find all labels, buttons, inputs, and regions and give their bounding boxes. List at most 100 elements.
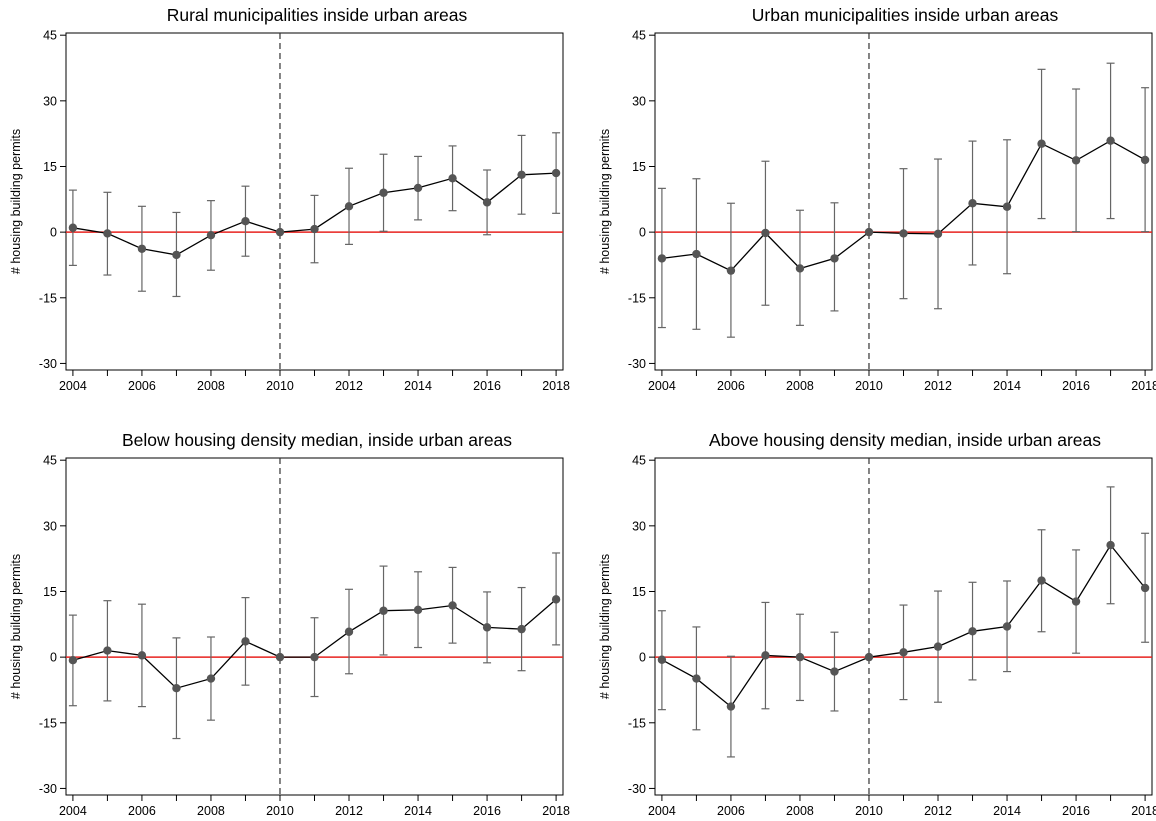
data-point (726, 702, 736, 711)
x-tick-label: 2004 (648, 804, 676, 818)
y-tick-label: 30 (632, 519, 646, 533)
y-tick-label: 0 (639, 651, 646, 665)
data-point (795, 652, 805, 662)
data-point (864, 652, 874, 662)
data-point (68, 223, 78, 232)
data-point (379, 606, 388, 615)
y-tick-label: 45 (632, 454, 646, 468)
data-point (551, 595, 561, 604)
x-tick-label: 2016 (473, 804, 501, 818)
y-tick-label: 15 (632, 160, 646, 174)
x-tick-label: 2008 (197, 379, 225, 393)
data-point (864, 227, 874, 237)
y-tick-label: -15 (39, 716, 57, 730)
x-tick-label: 2008 (197, 804, 225, 818)
data-point (310, 652, 319, 662)
y-tick-label: -30 (39, 782, 57, 796)
data-point (275, 652, 285, 662)
data-point (172, 684, 181, 693)
panel-urban-inside-urban: Urban municipalities inside urban areas #… (598, 5, 1156, 393)
x-tick-label: 2004 (648, 379, 676, 393)
y-axis-label: # housing building permits (598, 129, 612, 274)
data-point (1140, 583, 1150, 593)
data-point (1140, 155, 1150, 165)
data-point (448, 601, 457, 610)
x-tick-label: 2006 (717, 804, 745, 818)
x-tick-label: 2006 (717, 379, 745, 393)
data-point (172, 250, 181, 260)
panel-below-density-median: Below housing density median, inside urb… (9, 430, 570, 818)
data-point (103, 229, 112, 238)
data-point (933, 229, 943, 239)
data-point (1037, 139, 1046, 148)
data-point (933, 642, 943, 651)
x-tick-label: 2012 (924, 379, 952, 393)
y-tick-label: 30 (632, 94, 646, 108)
data-point (1106, 540, 1115, 550)
data-point (310, 224, 319, 234)
y-axis-label: # housing building permits (9, 129, 23, 274)
y-tick-label: 15 (632, 585, 646, 599)
x-tick-label: 2010 (266, 804, 294, 818)
data-point (761, 228, 770, 238)
y-tick-label: 30 (43, 519, 57, 533)
y-axis-label: # housing building permits (9, 554, 23, 699)
y-tick-label: 15 (43, 585, 57, 599)
data-point (517, 624, 526, 634)
x-tick-label: 2012 (335, 804, 363, 818)
data-point (830, 254, 839, 263)
data-point (413, 605, 423, 615)
x-tick-label: 2014 (404, 379, 432, 393)
y-tick-label: 0 (50, 651, 57, 665)
data-point (275, 227, 285, 237)
data-point (1071, 156, 1081, 165)
y-tick-label: 30 (43, 94, 57, 108)
y-tick-label: 15 (43, 160, 57, 174)
x-tick-label: 2018 (542, 379, 570, 393)
x-tick-label: 2018 (1131, 379, 1156, 393)
panel-above-density-median: Above housing density median, inside urb… (598, 430, 1156, 818)
data-point (692, 674, 701, 683)
data-point (1106, 136, 1115, 145)
y-tick-label: -15 (628, 291, 646, 305)
data-point (1002, 202, 1012, 211)
chart-title: Above housing density median, inside urb… (709, 430, 1101, 450)
chart-title: Urban municipalities inside urban areas (752, 5, 1059, 25)
x-tick-label: 2004 (59, 804, 87, 818)
chart-title: Below housing density median, inside urb… (122, 430, 512, 450)
data-point (1002, 622, 1012, 631)
data-point (761, 651, 770, 660)
data-point (241, 637, 250, 646)
x-tick-label: 2016 (473, 379, 501, 393)
x-tick-label: 2010 (266, 379, 294, 393)
data-point (1071, 597, 1081, 606)
data-point (103, 646, 112, 655)
x-tick-label: 2016 (1062, 804, 1090, 818)
data-point (68, 656, 78, 665)
data-point (482, 623, 492, 632)
y-tick-label: 0 (639, 226, 646, 240)
y-tick-label: 45 (632, 29, 646, 43)
y-axis-label: # housing building permits (598, 554, 612, 699)
panel-rural-inside-urban: Rural municipalities inside urban areas #… (9, 5, 570, 393)
data-point (137, 244, 147, 253)
x-tick-label: 2010 (855, 379, 883, 393)
x-tick-label: 2004 (59, 379, 87, 393)
x-tick-label: 2018 (542, 804, 570, 818)
data-point (517, 170, 526, 180)
y-tick-label: 45 (43, 29, 57, 43)
data-point (899, 648, 908, 657)
x-tick-label: 2012 (335, 379, 363, 393)
y-tick-label: -30 (39, 357, 57, 371)
data-point (482, 198, 492, 207)
x-tick-label: 2014 (993, 379, 1021, 393)
x-tick-label: 2018 (1131, 804, 1156, 818)
y-tick-label: 0 (50, 226, 57, 240)
y-tick-label: 45 (43, 454, 57, 468)
y-tick-label: -15 (39, 291, 57, 305)
data-point (344, 627, 354, 636)
x-tick-label: 2010 (855, 804, 883, 818)
data-point (968, 199, 977, 208)
data-point (726, 266, 736, 275)
